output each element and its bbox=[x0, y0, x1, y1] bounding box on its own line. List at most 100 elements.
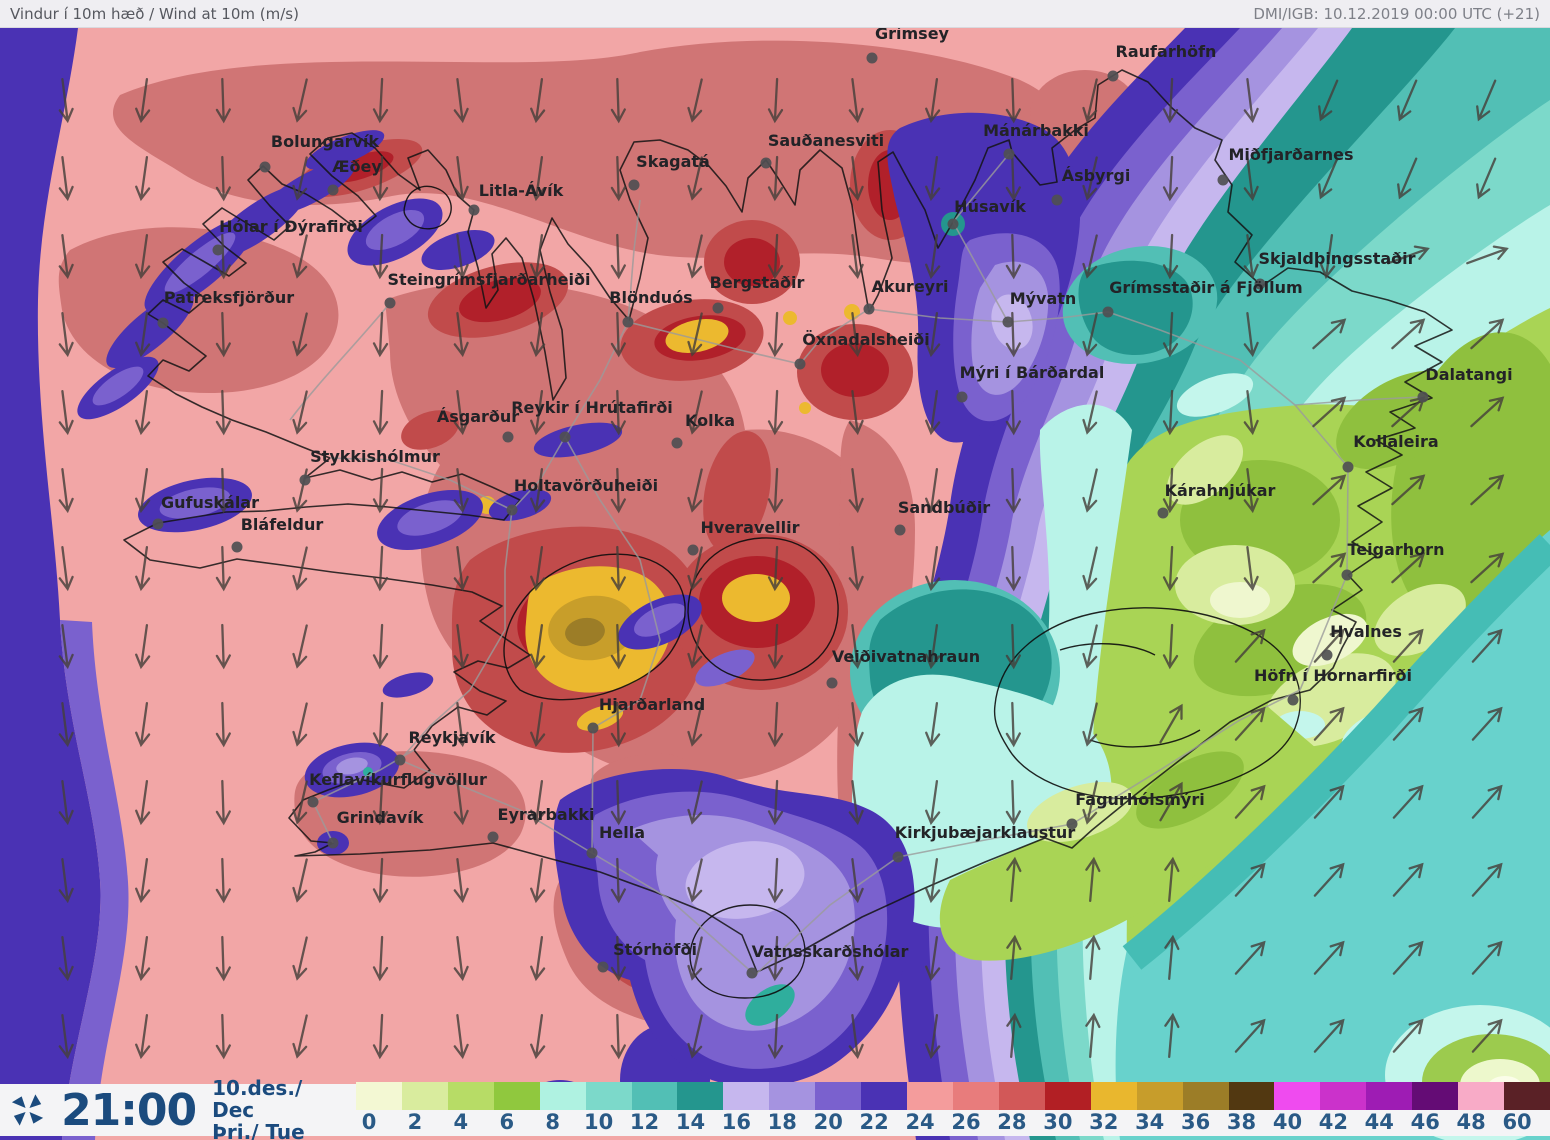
wind-arrow bbox=[1471, 940, 1503, 975]
legend-cell bbox=[998, 1082, 1045, 1110]
legend-tick: 36 bbox=[1180, 1110, 1211, 1134]
wind-arrow bbox=[610, 467, 626, 514]
wind-arrow bbox=[1318, 79, 1339, 122]
wind-arrow bbox=[135, 234, 151, 280]
legend-tick: 10 bbox=[583, 1110, 614, 1134]
wind-arrow bbox=[372, 311, 389, 358]
place-dot bbox=[956, 391, 968, 403]
legend-cell bbox=[723, 1082, 770, 1110]
place-dot bbox=[212, 244, 224, 256]
wind-arrow bbox=[1392, 1018, 1424, 1053]
legend-tick: 2 bbox=[407, 1110, 423, 1134]
wind-arrow bbox=[848, 234, 864, 280]
wind-arrow bbox=[453, 936, 469, 982]
wind-arrow bbox=[453, 624, 469, 670]
legend-cell bbox=[1274, 1082, 1321, 1110]
place-dot bbox=[863, 303, 875, 315]
place-label: Skjaldþingsstaðir bbox=[1258, 249, 1415, 268]
wind-arrow bbox=[135, 78, 151, 124]
place-dot bbox=[671, 437, 683, 449]
wind-arrow bbox=[1234, 940, 1266, 975]
wind-arrow bbox=[610, 857, 626, 904]
wind-arrow bbox=[1391, 318, 1426, 350]
wind-arrow bbox=[767, 857, 784, 904]
place-label: Ásgarður bbox=[437, 407, 519, 426]
place-dot bbox=[1157, 507, 1169, 519]
legend-cell bbox=[585, 1082, 632, 1110]
wind-arrow bbox=[530, 936, 546, 982]
wind-arrow bbox=[1005, 623, 1021, 670]
wind-arrow bbox=[292, 702, 308, 747]
wind-arrow bbox=[215, 467, 231, 514]
wind-arrow bbox=[925, 780, 941, 826]
wind-arrow bbox=[215, 935, 231, 982]
place-label: Miðfjarðarnes bbox=[1229, 145, 1354, 164]
wind-arrow bbox=[767, 935, 784, 982]
legend-cell bbox=[1182, 1082, 1229, 1110]
legend-cell bbox=[1320, 1082, 1367, 1110]
wind-arrow bbox=[1243, 312, 1259, 358]
place-dot bbox=[892, 851, 904, 863]
wind-arrow bbox=[610, 623, 626, 670]
place-label: Kirkjubæjarklaustur bbox=[895, 823, 1076, 842]
wind-arrows-layer bbox=[58, 77, 1509, 1060]
wind-arrow bbox=[687, 234, 703, 279]
wind-arrow bbox=[1085, 856, 1101, 903]
legend-tick: 48 bbox=[1456, 1110, 1486, 1134]
legend-tick: 0 bbox=[361, 1110, 377, 1134]
title-bar: Vindur í 10m hæð / Wind at 10m (m/s) DMI… bbox=[0, 0, 1550, 28]
legend-cell bbox=[952, 1082, 999, 1110]
wind-arrow bbox=[767, 623, 784, 670]
wind-arrow bbox=[1005, 467, 1021, 514]
wind-arrow bbox=[610, 311, 626, 358]
wind-arrow bbox=[135, 468, 151, 514]
wind-arrow bbox=[215, 233, 231, 280]
wind-arrow bbox=[1005, 77, 1021, 124]
place-label: Veiðivatnahraun bbox=[832, 647, 980, 666]
wind-arrow bbox=[925, 78, 941, 124]
wind-arrow bbox=[530, 546, 546, 592]
wind-arrow bbox=[1162, 311, 1179, 358]
place-dot bbox=[1342, 461, 1354, 473]
legend-cell bbox=[631, 1082, 678, 1110]
wind-arrow bbox=[1085, 1012, 1101, 1059]
wind-arrow bbox=[1471, 706, 1503, 741]
legend-tick: 38 bbox=[1226, 1110, 1257, 1134]
wind-arrow bbox=[135, 936, 151, 982]
wind-arrow bbox=[1162, 389, 1179, 436]
wind-arrow bbox=[1392, 706, 1424, 741]
wind-arrow bbox=[372, 1013, 389, 1060]
wind-arrow bbox=[1085, 934, 1101, 981]
compass-icon bbox=[11, 1094, 44, 1126]
wind-arrow bbox=[1164, 1012, 1180, 1059]
place-dot bbox=[1417, 391, 1429, 403]
place-dot bbox=[1002, 316, 1014, 328]
forecast-date-line2: Þri./ Tue bbox=[212, 1120, 305, 1140]
place-dot bbox=[1107, 70, 1119, 82]
wind-arrow bbox=[687, 156, 703, 201]
wind-arrow bbox=[453, 468, 469, 514]
wind-arrow bbox=[1234, 862, 1266, 897]
wind-arrow bbox=[292, 234, 308, 279]
wind-arrow bbox=[372, 623, 389, 670]
wind-arrow bbox=[925, 468, 941, 514]
place-label: Bolungarvík bbox=[271, 132, 380, 151]
legend-cell bbox=[356, 1082, 402, 1110]
place-label: Grímsey bbox=[875, 24, 950, 43]
wind-arrow bbox=[58, 780, 74, 826]
wind-arrow bbox=[925, 858, 941, 904]
legend-cell bbox=[815, 1082, 862, 1110]
wind-arrow bbox=[58, 858, 74, 904]
model-run-info: DMI/IGB: 10.12.2019 00:00 UTC (+21) bbox=[1253, 4, 1540, 23]
wind-arrow bbox=[687, 624, 703, 669]
wind-arrow bbox=[1005, 545, 1021, 592]
wind-arrow bbox=[58, 702, 74, 748]
place-label: Húsavík bbox=[954, 197, 1026, 216]
place-dot bbox=[559, 431, 571, 443]
wind-arrow bbox=[925, 312, 941, 358]
wind-arrow bbox=[687, 780, 703, 825]
wind-arrow bbox=[135, 624, 151, 670]
wind-arrow bbox=[925, 546, 941, 592]
wind-arrow bbox=[848, 468, 864, 514]
